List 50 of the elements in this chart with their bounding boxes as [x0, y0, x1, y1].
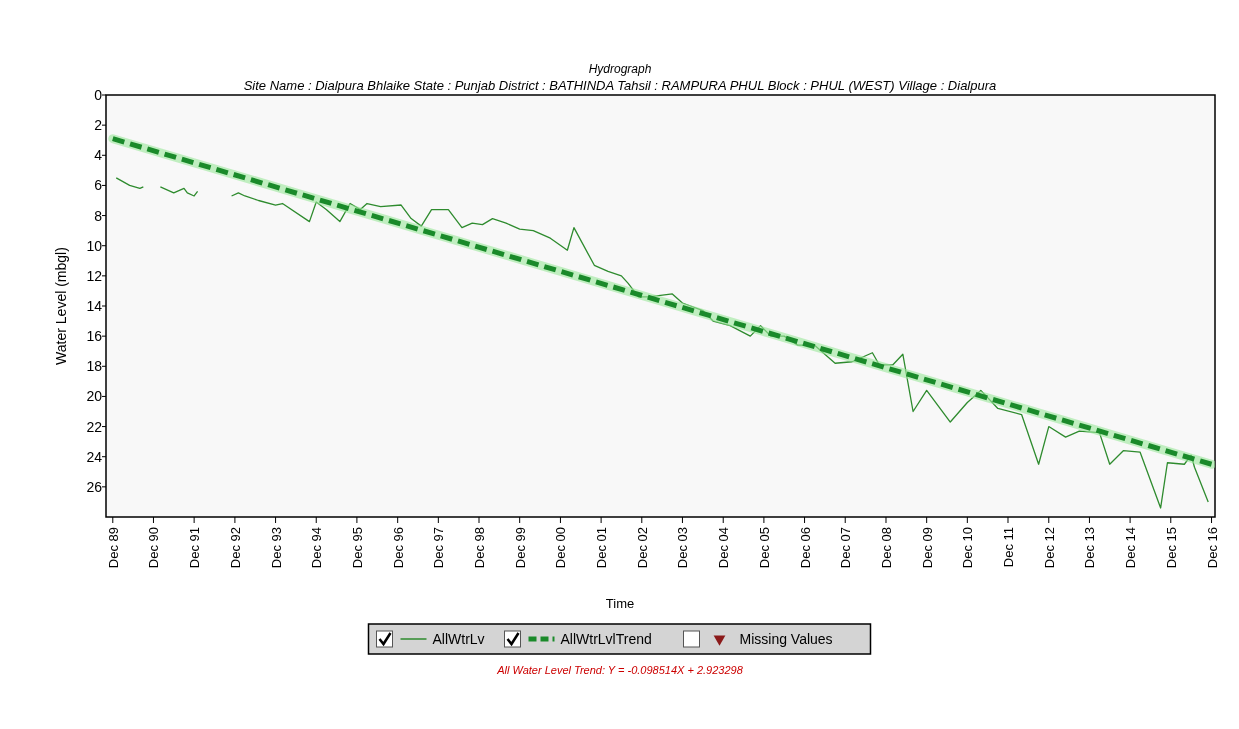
text: All Water Level Trend: Y = -0.098514X + 2.923298 — [496, 664, 744, 676]
x-axis-title: Time — [605, 596, 635, 611]
x-tick-label: Dec 99 — [512, 527, 528, 569]
y-tick-label: 12 — [86, 267, 103, 284]
x-tick-label: Dec 90 — [146, 527, 162, 569]
y-tick-label: 14 — [86, 298, 103, 314]
chart-subtitle: Site Name : Dialpura Bhlaike State : Punjab District : BATHINDA Tahsil : RAMPURA PHUL Block : PHUL (WEST) Village : Dialpura — [243, 78, 997, 93]
x-tick-label: Dec 11 — [1001, 527, 1016, 568]
x-tick-label: Dec 08 — [879, 527, 894, 569]
x-tick-label: Dec 05 — [756, 527, 772, 569]
legend-label: Missing Values — [739, 631, 833, 647]
x-tick-label: Dec 92 — [227, 527, 243, 569]
y-tick-label: 0 — [94, 87, 103, 103]
x-tick-label: Dec 04 — [716, 527, 732, 569]
x-tick-label: Dec 16 — [1204, 527, 1220, 569]
x-tick-label: Dec 09 — [919, 527, 935, 569]
y-tick-label: 22 — [86, 418, 103, 435]
x-tick-label: Dec 00 — [553, 527, 569, 569]
chart-title: Hydrograph — [588, 62, 652, 76]
y-tick-label: 10 — [86, 237, 103, 254]
y-tick-label: 6 — [94, 177, 103, 194]
x-tick-label: Dec 12 — [1041, 527, 1057, 569]
x-tick-label: Dec 15 — [1163, 527, 1179, 569]
x-tick-label: Dec 10 — [960, 527, 976, 569]
x-tick-label: Dec 94 — [309, 527, 325, 569]
x-tick-label: Dec 96 — [390, 527, 406, 569]
x-tick-label: Dec 01 — [594, 527, 610, 569]
x-tick-label: Dec 14 — [1123, 527, 1139, 569]
y-tick-label: 16 — [86, 328, 103, 345]
legend-label: AllWtrLvlTrend — [560, 631, 652, 647]
y-axis-title: Water Level (mbgl) — [53, 247, 69, 365]
y-tick-label: 4 — [94, 147, 103, 164]
y-tick-label: 8 — [94, 207, 103, 224]
x-tick-label: Dec 07 — [838, 527, 854, 569]
x-tick-label: Dec 93 — [268, 527, 284, 569]
y-tick-label: 26 — [86, 478, 103, 495]
x-tick-label: Dec 97 — [431, 527, 447, 569]
x-tick-label: Dec 02 — [634, 527, 650, 569]
y-tick-label: 2 — [94, 117, 103, 134]
x-tick-label: Dec 06 — [797, 527, 813, 569]
legend-label: AllWtrLv — [432, 631, 485, 647]
x-tick-label: Dec 03 — [675, 527, 691, 569]
x-tick-label: Dec 98 — [472, 527, 488, 569]
x-tick-label: Dec 95 — [349, 527, 365, 569]
y-tick-label: 20 — [86, 388, 103, 405]
y-tick-label: 24 — [86, 448, 103, 465]
x-tick-label: Dec 13 — [1082, 527, 1098, 569]
x-tick-label: Dec 89 — [105, 527, 121, 569]
y-tick-label: 18 — [86, 358, 103, 375]
x-tick-label: Dec 91 — [187, 527, 203, 569]
